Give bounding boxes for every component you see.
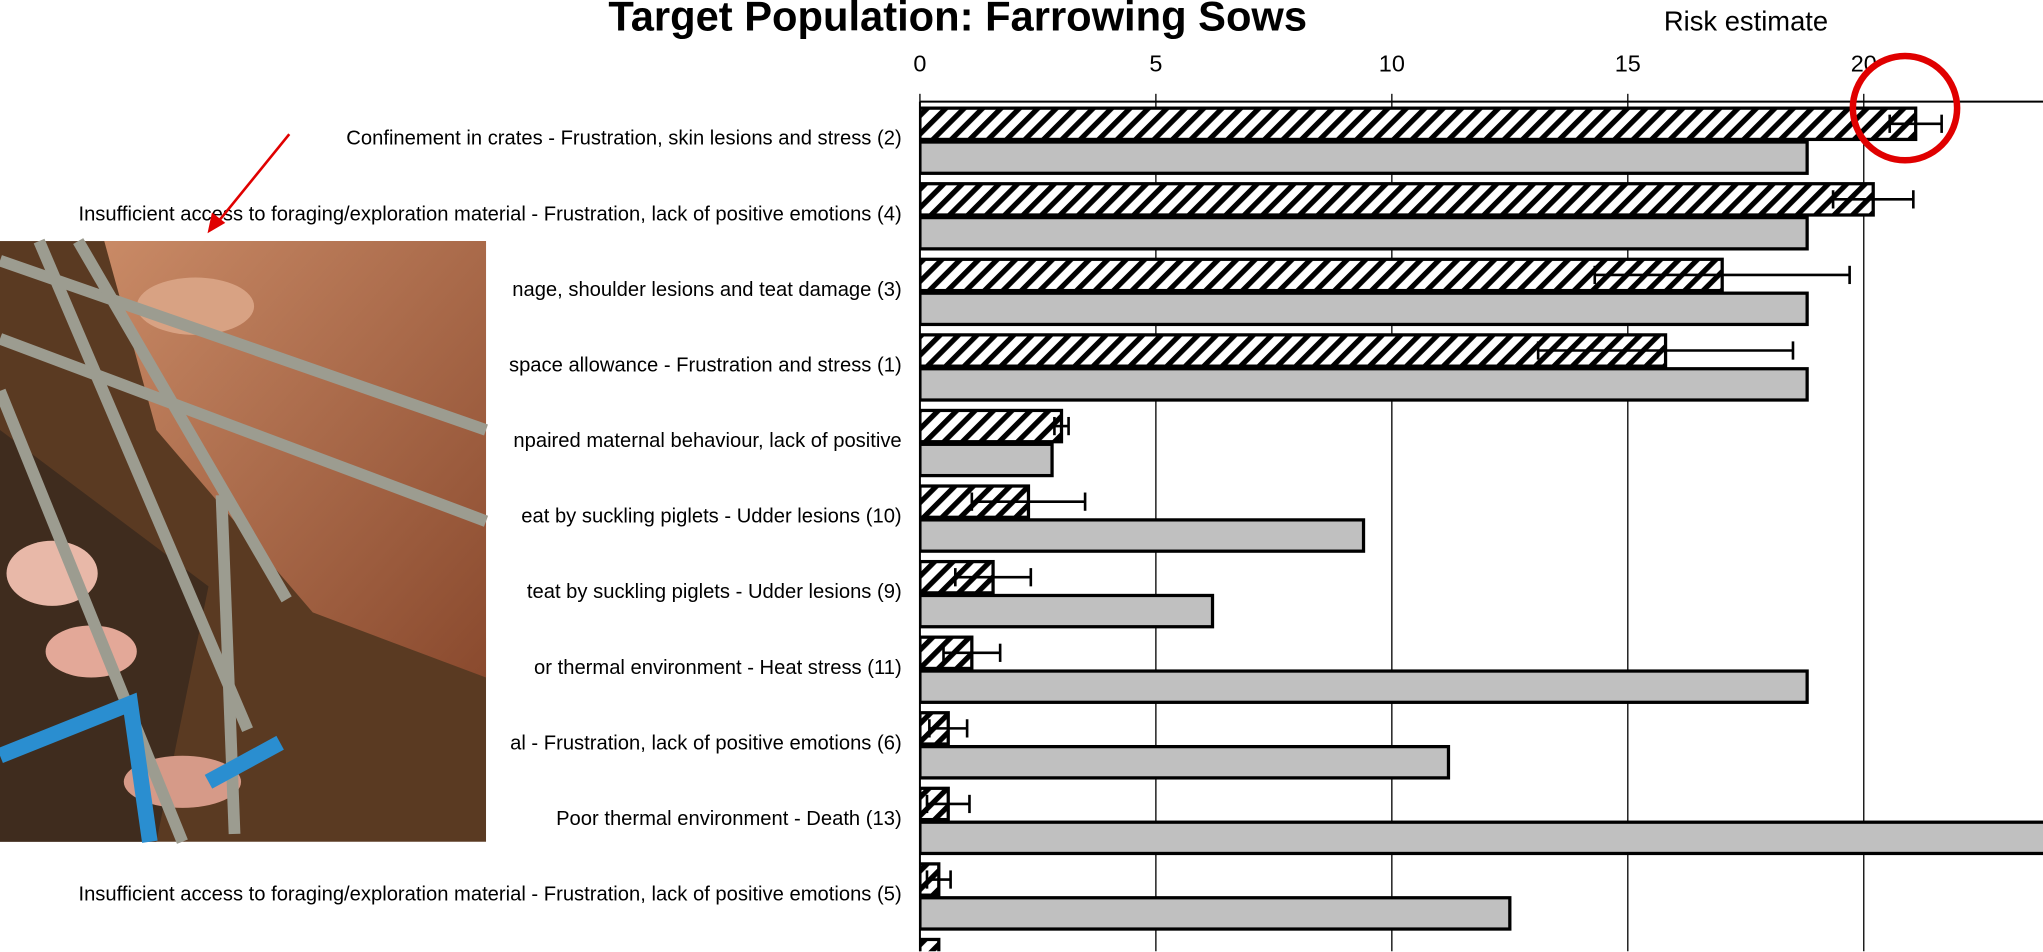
x-tick-label: 5 <box>1149 50 1162 76</box>
y-tick-label: teat by suckling piglets - Udder lesions… <box>527 581 902 603</box>
bar <box>920 184 1873 215</box>
bar <box>920 822 2043 853</box>
y-tick-label: eat by suckling piglets - Udder lesions … <box>521 506 901 528</box>
bar <box>920 293 1807 324</box>
piglet <box>46 625 137 677</box>
bar <box>920 898 1510 929</box>
photo <box>0 241 486 842</box>
x-tick-label: 15 <box>1615 50 1641 76</box>
y-tick-label: Insufficient access to foraging/explorat… <box>78 203 901 225</box>
bar <box>920 142 1807 173</box>
bar <box>920 108 1916 139</box>
y-tick-label: npaired maternal behaviour, lack of posi… <box>513 430 901 452</box>
bar <box>920 671 1807 702</box>
bar <box>920 410 1062 441</box>
bar <box>920 520 1364 551</box>
bars <box>920 108 2043 952</box>
bar <box>920 747 1449 778</box>
y-tick-label: or thermal environment - Heat stress (11… <box>534 657 902 679</box>
bar <box>920 939 939 952</box>
y-tick-label: Insufficient access to foraging/explorat… <box>78 883 901 905</box>
y-tick-label: al - Frustration, lack of positive emoti… <box>510 732 902 754</box>
y-tick-label: nage, shoulder lesions and teat damage (… <box>512 279 901 301</box>
chart: Target Population: Farrowing Sows Risk e… <box>0 0 2043 952</box>
x-tick-label: 10 <box>1379 50 1405 76</box>
bar <box>920 369 1807 400</box>
chart-title: Target Population: Farrowing Sows <box>608 0 1307 40</box>
x-tick-label: 0 <box>913 50 926 76</box>
y-tick-label: Confinement in crates - Frustration, ski… <box>346 128 901 150</box>
bar <box>920 444 1052 475</box>
chart-body: Target Population: Farrowing Sows Risk e… <box>0 0 2043 952</box>
y-tick-label: space allowance - Frustration and stress… <box>509 354 902 376</box>
bar <box>920 595 1213 626</box>
y-tick-label: Poor thermal environment - Death (13) <box>556 808 902 830</box>
bar <box>920 218 1807 249</box>
axis-title: Risk estimate <box>1664 6 1828 37</box>
